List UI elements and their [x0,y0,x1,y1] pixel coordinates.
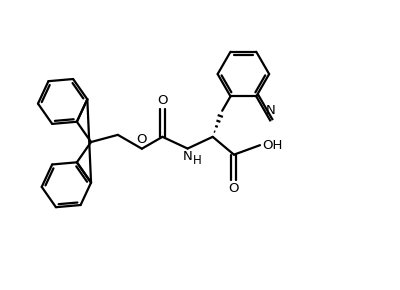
Text: OH: OH [262,139,282,152]
Text: N: N [265,104,275,117]
Text: O: O [137,133,147,146]
Text: H: H [192,153,201,166]
Text: N: N [183,150,192,162]
Text: O: O [229,182,239,195]
Text: O: O [157,94,168,107]
